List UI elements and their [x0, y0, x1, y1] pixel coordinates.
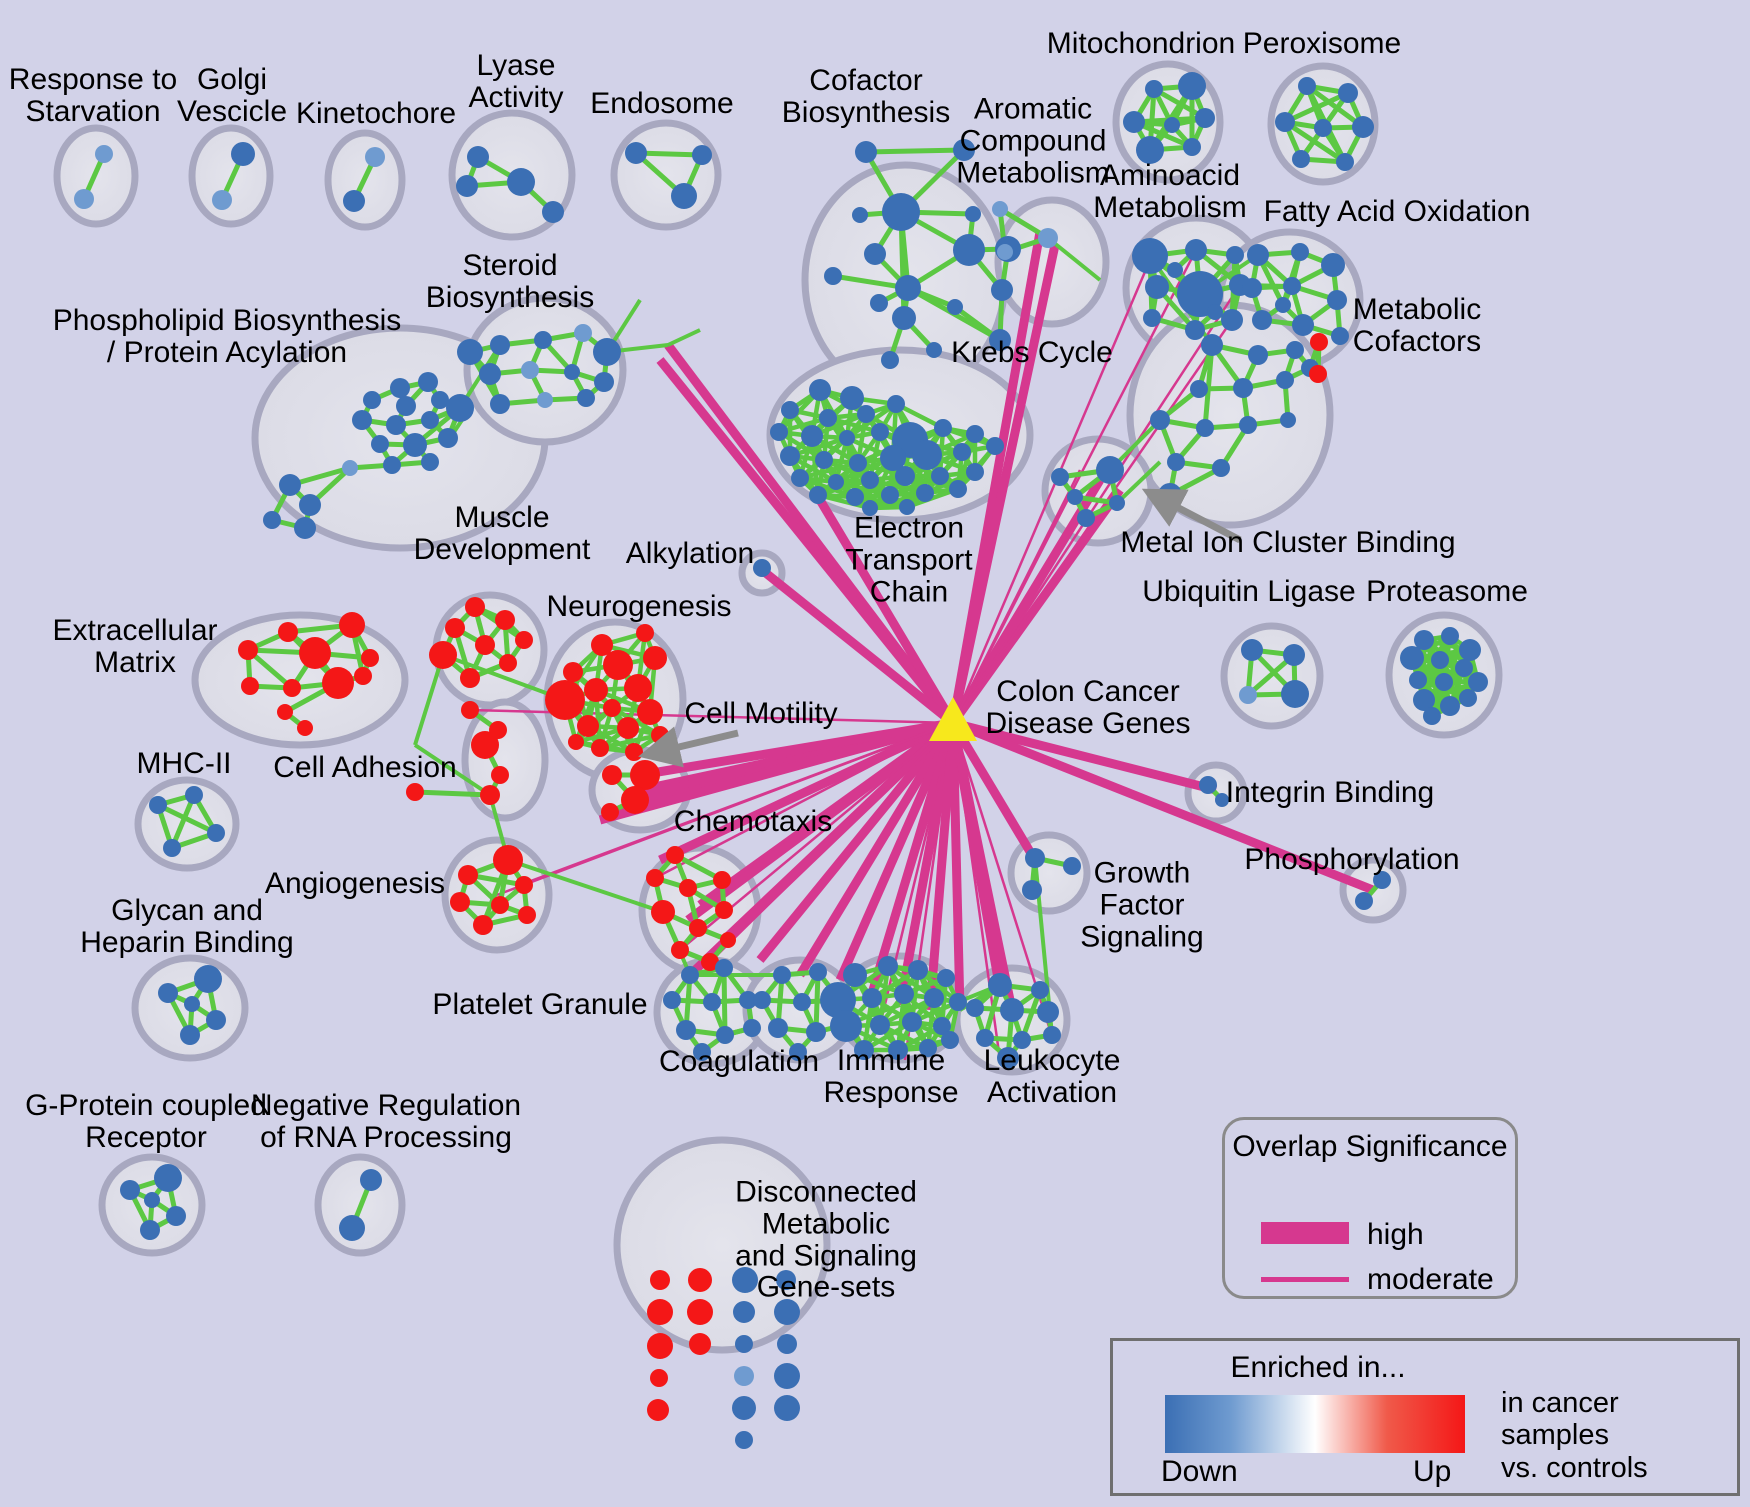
- enrichment-up-label: Up: [1413, 1455, 1452, 1488]
- overlap-moderate-swatch: [1261, 1277, 1349, 1282]
- overlap-high-swatch: [1261, 1222, 1349, 1244]
- gene-set-nodes: [74, 72, 1488, 1449]
- overlap-legend-title: Overlap Significance: [1232, 1130, 1508, 1163]
- enrichment-legend: Enriched in... Down Up in cancer samples…: [1110, 1338, 1740, 1496]
- overlap-significance-legend: Overlap Significance high moderate: [1222, 1117, 1518, 1299]
- hub-node[interactable]: [929, 697, 977, 741]
- enrichment-side-label: in cancer samples vs. controls: [1501, 1387, 1648, 1484]
- enrichment-down-label: Down: [1161, 1455, 1238, 1488]
- enrichment-color-bar: [1165, 1395, 1465, 1453]
- hub-edges: [469, 231, 1375, 1061]
- overlap-moderate-label: moderate: [1367, 1263, 1494, 1296]
- enrichment-legend-title: Enriched in...: [1230, 1351, 1406, 1384]
- callout-arrows: [638, 488, 1242, 768]
- overlap-high-label: high: [1367, 1218, 1424, 1251]
